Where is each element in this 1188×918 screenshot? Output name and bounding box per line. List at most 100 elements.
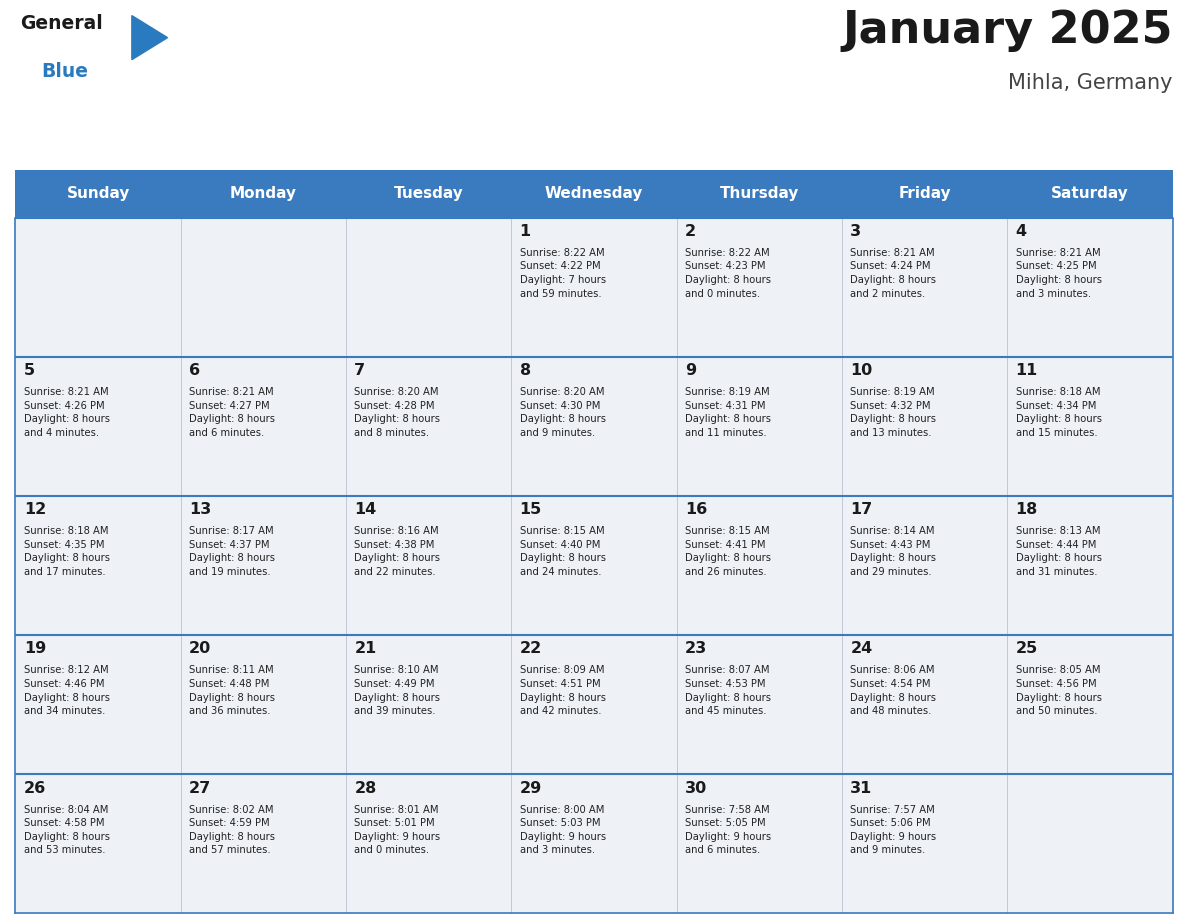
Text: Sunrise: 8:11 AM
Sunset: 4:48 PM
Daylight: 8 hours
and 36 minutes.: Sunrise: 8:11 AM Sunset: 4:48 PM Dayligh… bbox=[189, 666, 276, 716]
Bar bbox=[346, 496, 511, 635]
Text: Mihla, Germany: Mihla, Germany bbox=[1009, 73, 1173, 94]
Bar bbox=[511, 218, 677, 357]
Text: Sunrise: 8:21 AM
Sunset: 4:26 PM
Daylight: 8 hours
and 4 minutes.: Sunrise: 8:21 AM Sunset: 4:26 PM Dayligh… bbox=[24, 387, 109, 438]
Text: 20: 20 bbox=[189, 642, 211, 656]
Text: 4: 4 bbox=[1016, 224, 1026, 239]
Text: Sunrise: 8:22 AM
Sunset: 4:23 PM
Daylight: 8 hours
and 0 minutes.: Sunrise: 8:22 AM Sunset: 4:23 PM Dayligh… bbox=[685, 248, 771, 298]
Text: 1: 1 bbox=[519, 224, 531, 239]
Text: January 2025: January 2025 bbox=[842, 9, 1173, 52]
Bar bbox=[511, 170, 677, 218]
Bar bbox=[511, 496, 677, 635]
Text: Sunrise: 8:02 AM
Sunset: 4:59 PM
Daylight: 8 hours
and 57 minutes.: Sunrise: 8:02 AM Sunset: 4:59 PM Dayligh… bbox=[189, 804, 276, 856]
Text: 25: 25 bbox=[1016, 642, 1038, 656]
Bar bbox=[511, 774, 677, 913]
Text: 28: 28 bbox=[354, 780, 377, 796]
Text: 13: 13 bbox=[189, 502, 211, 518]
Bar bbox=[346, 774, 511, 913]
Bar bbox=[511, 357, 677, 496]
Text: 12: 12 bbox=[24, 502, 46, 518]
Text: Sunrise: 8:13 AM
Sunset: 4:44 PM
Daylight: 8 hours
and 31 minutes.: Sunrise: 8:13 AM Sunset: 4:44 PM Dayligh… bbox=[1016, 526, 1101, 577]
Text: Sunrise: 8:00 AM
Sunset: 5:03 PM
Daylight: 9 hours
and 3 minutes.: Sunrise: 8:00 AM Sunset: 5:03 PM Dayligh… bbox=[519, 804, 606, 856]
Text: Sunrise: 8:04 AM
Sunset: 4:58 PM
Daylight: 8 hours
and 53 minutes.: Sunrise: 8:04 AM Sunset: 4:58 PM Dayligh… bbox=[24, 804, 109, 856]
Text: 19: 19 bbox=[24, 642, 46, 656]
Text: 2: 2 bbox=[685, 224, 696, 239]
Text: Sunrise: 8:16 AM
Sunset: 4:38 PM
Daylight: 8 hours
and 22 minutes.: Sunrise: 8:16 AM Sunset: 4:38 PM Dayligh… bbox=[354, 526, 441, 577]
Text: 31: 31 bbox=[851, 780, 872, 796]
Text: Sunrise: 8:19 AM
Sunset: 4:31 PM
Daylight: 8 hours
and 11 minutes.: Sunrise: 8:19 AM Sunset: 4:31 PM Dayligh… bbox=[685, 387, 771, 438]
Bar bbox=[1007, 635, 1173, 774]
Bar bbox=[677, 635, 842, 774]
Polygon shape bbox=[132, 16, 168, 60]
Text: Sunrise: 8:17 AM
Sunset: 4:37 PM
Daylight: 8 hours
and 19 minutes.: Sunrise: 8:17 AM Sunset: 4:37 PM Dayligh… bbox=[189, 526, 276, 577]
Text: 7: 7 bbox=[354, 364, 366, 378]
Text: 8: 8 bbox=[519, 364, 531, 378]
Bar bbox=[15, 170, 181, 218]
Text: Sunrise: 8:21 AM
Sunset: 4:25 PM
Daylight: 8 hours
and 3 minutes.: Sunrise: 8:21 AM Sunset: 4:25 PM Dayligh… bbox=[1016, 248, 1101, 298]
Bar bbox=[511, 635, 677, 774]
Bar bbox=[677, 170, 842, 218]
Text: 17: 17 bbox=[851, 502, 872, 518]
Text: Tuesday: Tuesday bbox=[394, 186, 463, 201]
Bar bbox=[181, 774, 346, 913]
Bar bbox=[677, 496, 842, 635]
Text: Sunrise: 7:58 AM
Sunset: 5:05 PM
Daylight: 9 hours
and 6 minutes.: Sunrise: 7:58 AM Sunset: 5:05 PM Dayligh… bbox=[685, 804, 771, 856]
Text: Sunrise: 8:06 AM
Sunset: 4:54 PM
Daylight: 8 hours
and 48 minutes.: Sunrise: 8:06 AM Sunset: 4:54 PM Dayligh… bbox=[851, 666, 936, 716]
Bar bbox=[15, 357, 181, 496]
Bar bbox=[181, 635, 346, 774]
Bar bbox=[1007, 357, 1173, 496]
Text: 11: 11 bbox=[1016, 364, 1038, 378]
Text: Saturday: Saturday bbox=[1051, 186, 1129, 201]
Bar bbox=[15, 496, 181, 635]
Bar bbox=[842, 774, 1007, 913]
Text: 22: 22 bbox=[519, 642, 542, 656]
Text: Sunrise: 8:07 AM
Sunset: 4:53 PM
Daylight: 8 hours
and 45 minutes.: Sunrise: 8:07 AM Sunset: 4:53 PM Dayligh… bbox=[685, 666, 771, 716]
Bar bbox=[346, 170, 511, 218]
Bar bbox=[842, 357, 1007, 496]
Text: Sunrise: 8:18 AM
Sunset: 4:35 PM
Daylight: 8 hours
and 17 minutes.: Sunrise: 8:18 AM Sunset: 4:35 PM Dayligh… bbox=[24, 526, 109, 577]
Bar bbox=[677, 357, 842, 496]
Text: Sunrise: 8:18 AM
Sunset: 4:34 PM
Daylight: 8 hours
and 15 minutes.: Sunrise: 8:18 AM Sunset: 4:34 PM Dayligh… bbox=[1016, 387, 1101, 438]
Text: Sunrise: 8:05 AM
Sunset: 4:56 PM
Daylight: 8 hours
and 50 minutes.: Sunrise: 8:05 AM Sunset: 4:56 PM Dayligh… bbox=[1016, 666, 1101, 716]
Text: 23: 23 bbox=[685, 642, 707, 656]
Text: Blue: Blue bbox=[42, 62, 89, 81]
Bar bbox=[1007, 774, 1173, 913]
Bar bbox=[181, 357, 346, 496]
Text: 5: 5 bbox=[24, 364, 34, 378]
Bar bbox=[677, 218, 842, 357]
Text: 26: 26 bbox=[24, 780, 46, 796]
Bar bbox=[677, 774, 842, 913]
Text: 10: 10 bbox=[851, 364, 872, 378]
Bar bbox=[1007, 496, 1173, 635]
Text: Sunrise: 8:15 AM
Sunset: 4:41 PM
Daylight: 8 hours
and 26 minutes.: Sunrise: 8:15 AM Sunset: 4:41 PM Dayligh… bbox=[685, 526, 771, 577]
Text: Thursday: Thursday bbox=[720, 186, 800, 201]
Text: 14: 14 bbox=[354, 502, 377, 518]
Text: Sunday: Sunday bbox=[67, 186, 129, 201]
Bar bbox=[1007, 218, 1173, 357]
Text: 6: 6 bbox=[189, 364, 201, 378]
Bar bbox=[181, 496, 346, 635]
Text: Sunrise: 8:20 AM
Sunset: 4:28 PM
Daylight: 8 hours
and 8 minutes.: Sunrise: 8:20 AM Sunset: 4:28 PM Dayligh… bbox=[354, 387, 441, 438]
Text: 24: 24 bbox=[851, 642, 872, 656]
Text: 18: 18 bbox=[1016, 502, 1038, 518]
Bar bbox=[842, 635, 1007, 774]
Text: Wednesday: Wednesday bbox=[545, 186, 643, 201]
Bar bbox=[15, 218, 181, 357]
Text: Sunrise: 8:12 AM
Sunset: 4:46 PM
Daylight: 8 hours
and 34 minutes.: Sunrise: 8:12 AM Sunset: 4:46 PM Dayligh… bbox=[24, 666, 109, 716]
Text: Sunrise: 8:10 AM
Sunset: 4:49 PM
Daylight: 8 hours
and 39 minutes.: Sunrise: 8:10 AM Sunset: 4:49 PM Dayligh… bbox=[354, 666, 441, 716]
Text: Sunrise: 8:15 AM
Sunset: 4:40 PM
Daylight: 8 hours
and 24 minutes.: Sunrise: 8:15 AM Sunset: 4:40 PM Dayligh… bbox=[519, 526, 606, 577]
Bar bbox=[842, 496, 1007, 635]
Bar bbox=[346, 357, 511, 496]
Text: 15: 15 bbox=[519, 502, 542, 518]
Bar bbox=[1007, 170, 1173, 218]
Text: Monday: Monday bbox=[230, 186, 297, 201]
Text: Sunrise: 8:14 AM
Sunset: 4:43 PM
Daylight: 8 hours
and 29 minutes.: Sunrise: 8:14 AM Sunset: 4:43 PM Dayligh… bbox=[851, 526, 936, 577]
Text: Friday: Friday bbox=[898, 186, 950, 201]
Text: Sunrise: 8:22 AM
Sunset: 4:22 PM
Daylight: 7 hours
and 59 minutes.: Sunrise: 8:22 AM Sunset: 4:22 PM Dayligh… bbox=[519, 248, 606, 298]
Text: Sunrise: 8:21 AM
Sunset: 4:24 PM
Daylight: 8 hours
and 2 minutes.: Sunrise: 8:21 AM Sunset: 4:24 PM Dayligh… bbox=[851, 248, 936, 298]
Bar bbox=[181, 170, 346, 218]
Text: 3: 3 bbox=[851, 224, 861, 239]
Text: Sunrise: 8:01 AM
Sunset: 5:01 PM
Daylight: 9 hours
and 0 minutes.: Sunrise: 8:01 AM Sunset: 5:01 PM Dayligh… bbox=[354, 804, 441, 856]
Text: Sunrise: 7:57 AM
Sunset: 5:06 PM
Daylight: 9 hours
and 9 minutes.: Sunrise: 7:57 AM Sunset: 5:06 PM Dayligh… bbox=[851, 804, 936, 856]
Bar bbox=[15, 635, 181, 774]
Text: Sunrise: 8:20 AM
Sunset: 4:30 PM
Daylight: 8 hours
and 9 minutes.: Sunrise: 8:20 AM Sunset: 4:30 PM Dayligh… bbox=[519, 387, 606, 438]
